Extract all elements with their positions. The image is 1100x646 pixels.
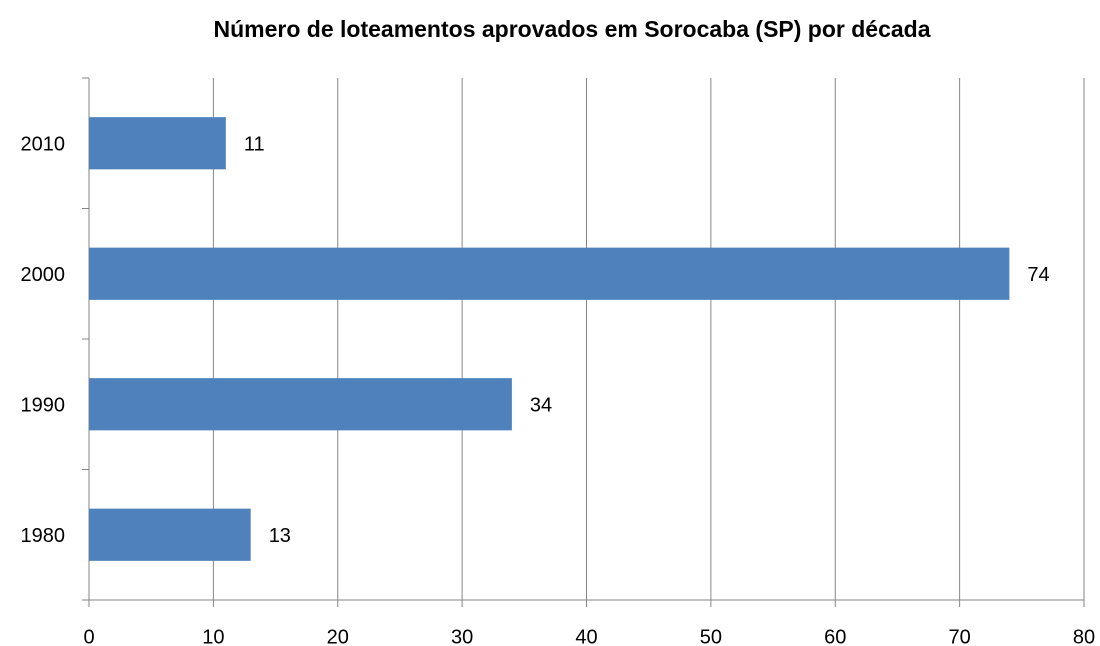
bar bbox=[89, 508, 251, 561]
x-tick-label: 70 bbox=[949, 626, 971, 646]
y-tick-label: 2000 bbox=[21, 264, 66, 286]
data-label: 11 bbox=[244, 134, 265, 156]
data-label: 34 bbox=[530, 395, 552, 417]
bar bbox=[89, 247, 1010, 300]
data-label: 74 bbox=[1027, 264, 1049, 286]
x-tick-label: 60 bbox=[824, 626, 846, 646]
bar bbox=[89, 117, 226, 170]
bar bbox=[89, 378, 512, 431]
data-label: 13 bbox=[269, 525, 291, 547]
x-tick-label: 10 bbox=[202, 626, 224, 646]
x-tick-label: 40 bbox=[575, 626, 597, 646]
y-tick-label: 1990 bbox=[21, 395, 66, 417]
y-tick-label: 1980 bbox=[21, 525, 66, 547]
x-tick-label: 30 bbox=[451, 626, 473, 646]
x-tick-label: 20 bbox=[327, 626, 349, 646]
y-tick-label: 2010 bbox=[21, 134, 66, 156]
x-tick-label: 0 bbox=[83, 626, 94, 646]
x-tick-label: 50 bbox=[700, 626, 722, 646]
x-tick-label: 80 bbox=[1073, 626, 1095, 646]
chart-title: Número de loteamentos aprovados em Soroc… bbox=[213, 16, 930, 42]
